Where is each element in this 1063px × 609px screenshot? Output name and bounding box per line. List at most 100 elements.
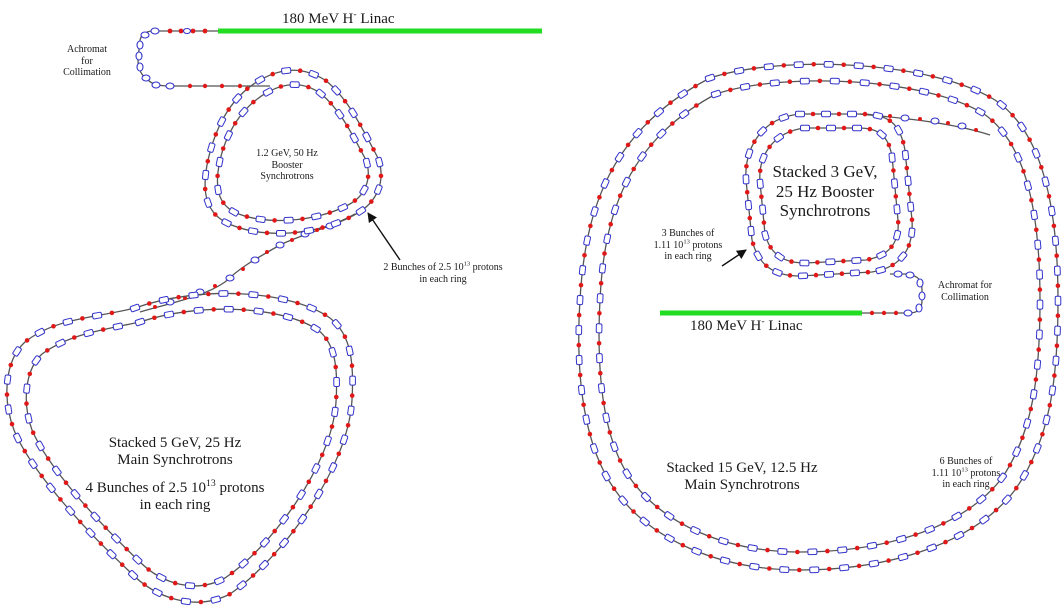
bunch-dot: [241, 307, 246, 313]
bunch-dot: [693, 83, 698, 89]
left-main-label-line2: Main Synchrotrons: [117, 452, 233, 469]
ring-magnet: [837, 546, 848, 554]
ring-magnet: [889, 82, 900, 90]
bunch-dot: [757, 168, 763, 174]
ring-magnet: [297, 513, 308, 525]
left-linac-label-prefix: 180 MeV H: [282, 11, 354, 27]
bunch-dot: [320, 225, 325, 230]
bunch-dot: [306, 84, 311, 90]
bunch-dot: [728, 87, 733, 93]
right-main-bunches-suffix: protons: [967, 467, 1001, 479]
bunch-dot: [271, 311, 276, 316]
bunch-dot: [596, 341, 602, 346]
bunch-dot: [887, 118, 893, 123]
bunch-dot: [1037, 287, 1043, 292]
bunch-dot: [142, 582, 147, 587]
bunch-dot: [270, 71, 276, 77]
bunch-dot: [668, 100, 673, 105]
ring-magnet: [236, 580, 247, 591]
bunch-dot: [1054, 253, 1059, 258]
ring-magnet: [303, 226, 315, 235]
ring-magnet: [24, 413, 33, 424]
bunch-dot: [670, 121, 675, 126]
ring-magnet: [1048, 205, 1056, 217]
ring-magnet: [942, 76, 953, 85]
bunch-dot: [103, 525, 108, 530]
bunch-dot: [648, 142, 654, 147]
ring-magnet: [759, 204, 767, 215]
left-booster-to-main-transfer: [139, 213, 356, 313]
ring-magnet: [255, 215, 266, 223]
bunch-dot: [252, 550, 257, 556]
bunch-dot: [378, 173, 384, 179]
ring-magnet: [1054, 325, 1061, 336]
ring-magnet: [328, 462, 338, 473]
bunch-dot: [30, 430, 36, 436]
bunch-dot: [202, 186, 208, 192]
ring-magnet: [614, 151, 625, 163]
ring-magnet: [28, 458, 38, 469]
right-booster-label-line2: 25 Hz Booster: [775, 181, 875, 201]
ring-magnet: [583, 235, 591, 246]
ring-magnet: [853, 62, 864, 70]
ring-magnet: [891, 178, 899, 189]
ring-magnet: [207, 142, 216, 153]
left-linac-transfer-line: [160, 27, 218, 35]
bunch-dot: [751, 66, 757, 71]
bunch-dot: [907, 191, 912, 197]
ring-magnet: [217, 116, 227, 127]
ring-magnet: [640, 491, 652, 503]
bunch-dot: [152, 315, 157, 321]
ring-magnet: [35, 440, 45, 452]
bunch-dot: [813, 272, 819, 278]
right-linac-label-suffix: Linac: [764, 318, 803, 334]
ring-magnet: [283, 216, 294, 224]
ring-magnet: [918, 87, 930, 96]
ring-magnet: [753, 250, 763, 262]
ring-magnet: [362, 157, 371, 169]
bunch-dot: [8, 362, 14, 368]
bunch-dot: [581, 402, 586, 408]
bunch-dot: [862, 111, 868, 117]
bunch-dot: [24, 338, 30, 343]
ring-magnet: [907, 201, 915, 212]
ring-magnet: [596, 293, 604, 304]
bunch-dot: [352, 198, 358, 203]
ring-magnet: [600, 178, 610, 189]
bunch-dot: [1055, 283, 1061, 289]
ring-magnet: [979, 514, 990, 525]
bunch-dot: [761, 220, 767, 225]
right-linac-transfer-path: [862, 273, 923, 314]
bunch-dot: [371, 147, 376, 152]
bunch-dot: [271, 551, 277, 557]
ring-magnet: [375, 156, 384, 168]
ring-magnet: [349, 132, 359, 144]
right-main-label-line1: Stacked 15 GeV, 12.5 Hz: [666, 460, 818, 476]
ring-magnet: [85, 527, 96, 538]
ring-magnet: [777, 548, 788, 555]
ring-magnet: [901, 149, 910, 161]
ring-magnet: [883, 64, 894, 73]
bunch-dot: [1014, 485, 1019, 491]
bunch-dot: [51, 324, 56, 329]
bunch-dot: [847, 79, 853, 84]
bunch-dot: [578, 282, 584, 288]
right-booster-bunches-suffix: protons: [689, 239, 723, 251]
bunch-dot: [969, 525, 975, 531]
bunch-dot: [913, 532, 918, 537]
bunch-dot: [1039, 165, 1044, 170]
ring-magnet: [749, 562, 760, 571]
ring-magnet: [282, 312, 294, 322]
bunch-dot: [272, 528, 278, 534]
right-booster-bunches-line2: 1.11 1013 protons: [648, 238, 728, 252]
ring-magnet: [51, 465, 62, 476]
ring-magnet: [868, 559, 880, 568]
bunch-dot: [176, 294, 181, 300]
ring-magnet: [277, 295, 289, 304]
bunch-dot: [1033, 377, 1039, 382]
bunch-dot: [889, 244, 894, 250]
ring-magnet: [756, 178, 764, 189]
right-achromat-label-line2: Collimation: [941, 291, 989, 303]
ring-magnet: [223, 305, 234, 313]
ring-magnet: [621, 176, 631, 188]
